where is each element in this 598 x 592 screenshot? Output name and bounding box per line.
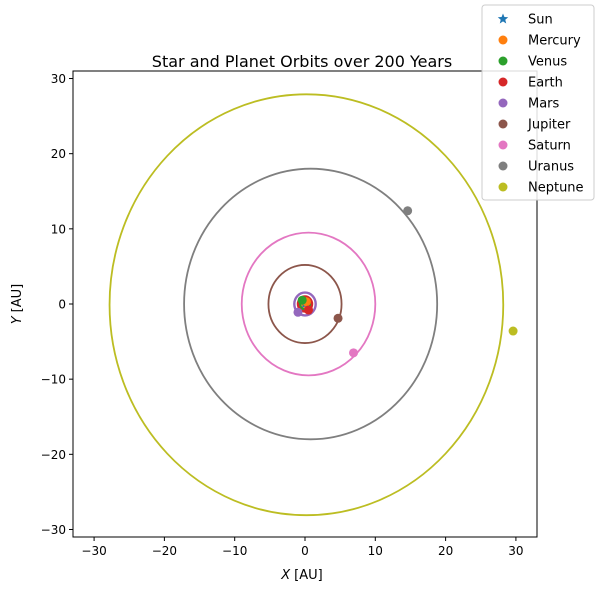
x-axis-label-variable: X xyxy=(280,568,291,583)
legend-label-mercury: Mercury xyxy=(528,34,581,49)
x-axis-ticks: −30 −20 −10 0 10 20 30 xyxy=(81,537,524,558)
legend-marker-jupiter xyxy=(498,119,508,129)
y-axis-label: Y [AU] xyxy=(10,284,25,325)
x-tick-label: 30 xyxy=(508,544,523,558)
x-tick-label: −20 xyxy=(152,544,177,558)
legend-marker-mercury xyxy=(498,35,508,45)
legend-marker-earth xyxy=(498,77,508,87)
legend-label-sun: Sun xyxy=(528,13,553,28)
legend-marker-uranus xyxy=(498,161,508,171)
position-neptune xyxy=(508,326,518,336)
position-mars xyxy=(293,307,303,317)
chart-title: Star and Planet Orbits over 200 Years xyxy=(152,52,452,71)
legend-label-saturn: Saturn xyxy=(528,139,571,154)
legend-label-venus: Venus xyxy=(528,55,567,70)
legend: Sun Mercury Venus Earth Mars Jupiter Saturn Ura… xyxy=(481,4,595,201)
y-tick-label: −20 xyxy=(41,448,66,462)
y-axis-label-variable: Y xyxy=(10,315,25,324)
y-tick-label: 20 xyxy=(51,147,66,161)
legend-label-uranus: Uranus xyxy=(528,160,574,175)
y-tick-label: 0 xyxy=(58,298,66,312)
legend-marker-venus xyxy=(498,56,508,66)
x-tick-label: −30 xyxy=(81,544,106,558)
y-tick-label: −10 xyxy=(41,373,66,387)
x-axis-label: X [AU] xyxy=(280,568,322,583)
planet-positions-layer xyxy=(293,206,518,358)
position-uranus xyxy=(403,206,413,216)
orbits-layer xyxy=(108,93,505,517)
y-tick-label: 30 xyxy=(51,72,66,86)
position-earth xyxy=(304,305,314,315)
orbit-mars xyxy=(293,291,317,317)
position-venus xyxy=(297,295,307,305)
legend-entries: Sun Mercury Venus Earth Mars Jupiter Saturn Ura… xyxy=(497,13,584,196)
legend-marker-saturn xyxy=(498,140,508,150)
orbit-saturn xyxy=(240,231,377,377)
x-tick-label: −10 xyxy=(222,544,247,558)
x-tick-label: 0 xyxy=(301,544,309,558)
position-jupiter xyxy=(333,313,343,323)
legend-label-earth: Earth xyxy=(528,76,563,91)
legend-marker-sun xyxy=(497,13,509,24)
position-saturn xyxy=(349,348,359,358)
legend-label-mars: Mars xyxy=(528,97,560,112)
y-tick-label: 10 xyxy=(51,222,66,236)
y-axis-ticks: −30 −20 −10 0 10 20 30 xyxy=(41,72,73,537)
x-tick-label: 10 xyxy=(368,544,383,558)
orbit-jupiter xyxy=(267,264,343,344)
y-axis-label-unit: [AU] xyxy=(10,284,25,313)
x-tick-label: 20 xyxy=(438,544,453,558)
orbit-uranus xyxy=(183,167,439,441)
x-axis-label-unit: [AU] xyxy=(294,568,323,583)
legend-marker-neptune xyxy=(498,182,508,192)
legend-label-jupiter: Jupiter xyxy=(527,118,571,133)
y-tick-label: −30 xyxy=(41,523,66,537)
orbit-neptune xyxy=(108,93,505,517)
legend-marker-mars xyxy=(498,98,508,108)
legend-frame xyxy=(481,4,595,201)
legend-label-neptune: Neptune xyxy=(528,181,584,196)
